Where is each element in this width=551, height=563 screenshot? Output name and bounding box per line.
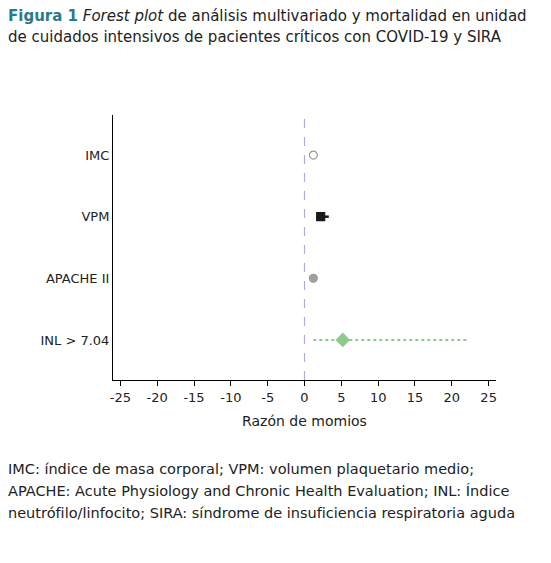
svg-text:-15: -15 [183,390,204,405]
svg-text:15: 15 [407,390,424,405]
svg-text:5: 5 [337,390,345,405]
svg-text:-5: -5 [261,390,274,405]
svg-text:25: 25 [480,390,497,405]
svg-text:-20: -20 [147,390,168,405]
svg-text:APACHE II: APACHE II [46,271,109,286]
svg-text:10: 10 [370,390,387,405]
svg-text:Razón de momios: Razón de momios [242,413,367,429]
html-text:Figura 1 Forest plot de anális: Figura 1 Forest plot de análisis multiva… [8,7,527,46]
svg-text:-10: -10 [220,390,241,405]
svg-text:0: 0 [300,390,308,405]
svg-text:VPM: VPM [81,209,109,224]
html-text:IMC: índice de masa corporal;: IMC: índice de masa corporal; VPM: volum… [8,461,515,521]
svg-text:IMC: IMC [85,148,109,163]
svg-text:20: 20 [444,390,461,405]
svg-text:INL > 7.04: INL > 7.04 [40,332,109,347]
svg-text:-25: -25 [110,390,131,405]
